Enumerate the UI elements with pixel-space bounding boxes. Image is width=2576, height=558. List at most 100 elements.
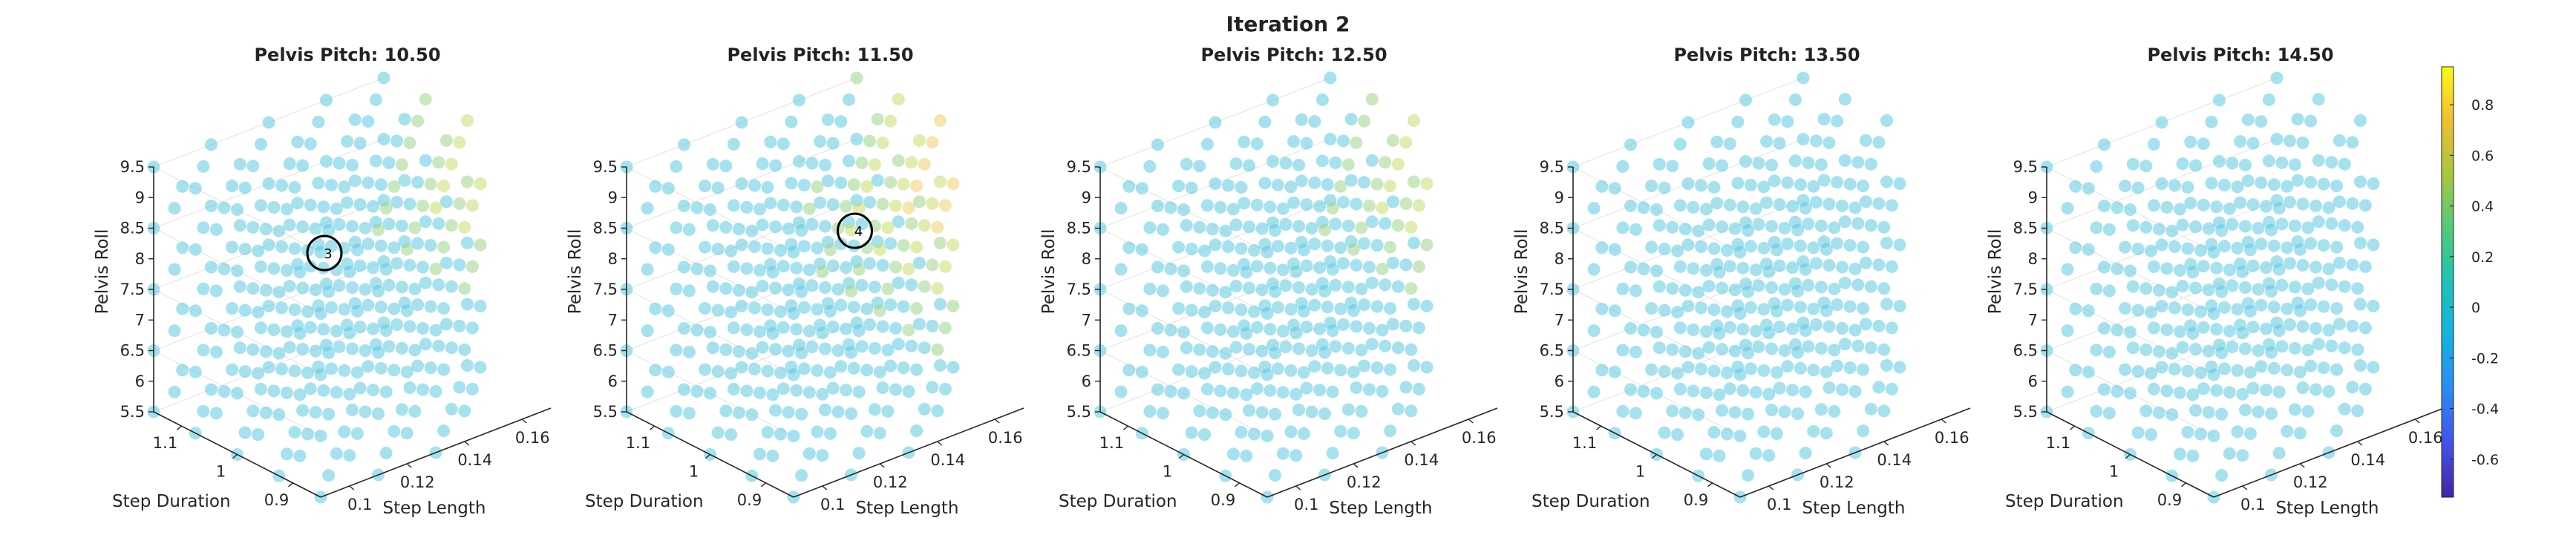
data-point [1250,137,1264,151]
data-point [1650,326,1663,338]
data-point [1702,280,1716,293]
data-point [1243,343,1256,356]
data-point [719,160,733,173]
x-tick-label: 0.16 [1935,429,1969,447]
z-tick-label: 9 [1082,188,1091,206]
data-point [1710,197,1724,210]
data-point [353,321,367,334]
data-point [1344,174,1358,187]
data-point [197,282,210,295]
data-point [884,237,898,250]
data-point [2330,302,2344,315]
data-point [377,71,390,85]
data-point [398,113,411,126]
data-point [388,302,401,315]
data-point [374,178,388,191]
data-point [1363,383,1376,396]
data-point [445,402,458,416]
data-point [1240,326,1253,340]
data-point [802,324,816,338]
data-point [1851,278,1865,292]
data-point [802,386,816,399]
data-point [823,304,837,318]
data-point [197,404,210,418]
data-point [2168,179,2181,192]
data-point [2293,427,2307,440]
data-point [1235,181,1248,194]
data-point [1807,424,1820,438]
data-point [821,113,834,126]
panel-title: Pelvis Pitch: 10.50 [254,45,440,65]
data-point [1768,174,1781,188]
data-point [2197,321,2210,334]
data-point [777,321,790,334]
data-point [259,345,272,358]
data-point [411,237,425,250]
data-point [845,223,857,237]
data-point [855,278,869,292]
data-point [1326,447,1339,460]
data-point [785,177,798,190]
y-tick-mark [2125,453,2131,459]
data-point [1240,388,1253,401]
data-point [1287,135,1301,148]
data-point [1872,319,1886,332]
data-point [1893,300,1906,312]
data-point [790,200,803,214]
data-point [1728,406,1742,419]
data-point [1143,344,1157,357]
data-point [2284,318,2296,331]
data-point [330,386,343,399]
data-point [1337,318,1350,331]
data-point [1326,202,1339,215]
data-point [2296,259,2309,272]
data-point [1823,320,1836,333]
data-point [1180,157,1193,171]
data-point [403,137,416,149]
data-point [2252,283,2265,296]
data-point [1770,243,1783,257]
data-point [918,402,931,416]
data-point [1370,300,1384,313]
data-point [834,176,848,189]
data-point [1347,427,1360,440]
data-point [453,258,466,272]
data-point [1799,447,1812,460]
data-point [1880,237,1893,249]
data-point [1151,200,1164,212]
data-point [926,319,939,332]
data-point [1156,407,1169,420]
data-point [1266,155,1279,168]
data-point [1831,237,1844,250]
data-point [1289,449,1303,462]
data-point [852,263,866,276]
data-point [871,174,884,187]
data-point [2119,180,2132,193]
data-point [2351,343,2364,356]
data-point [1276,263,1289,277]
data-point [1739,93,1752,107]
data-point [1318,346,1331,359]
data-point [1350,137,1363,149]
data-point [1305,283,1318,296]
data-point [1200,382,1214,395]
data-point [2102,345,2116,358]
data-point [2288,403,2301,416]
panel-4: Pelvis Pitch: 13.500.10.120.140.160.911.… [1512,45,1971,518]
data-point [1386,134,1399,147]
data-point [1365,276,1379,289]
data-point [2351,282,2364,295]
data-point [2260,200,2273,213]
data-point [2181,303,2194,316]
data-point [2061,385,2074,398]
data-point [1355,282,1368,295]
data-point [1295,113,1308,126]
data-point [1723,321,1736,334]
data-point [1156,345,1169,358]
data-point [802,202,816,215]
data-point [1765,159,1778,171]
y-tick-mark [1235,482,1240,488]
data-point [690,263,704,275]
data-point [2312,338,2325,351]
data-point [863,257,876,270]
